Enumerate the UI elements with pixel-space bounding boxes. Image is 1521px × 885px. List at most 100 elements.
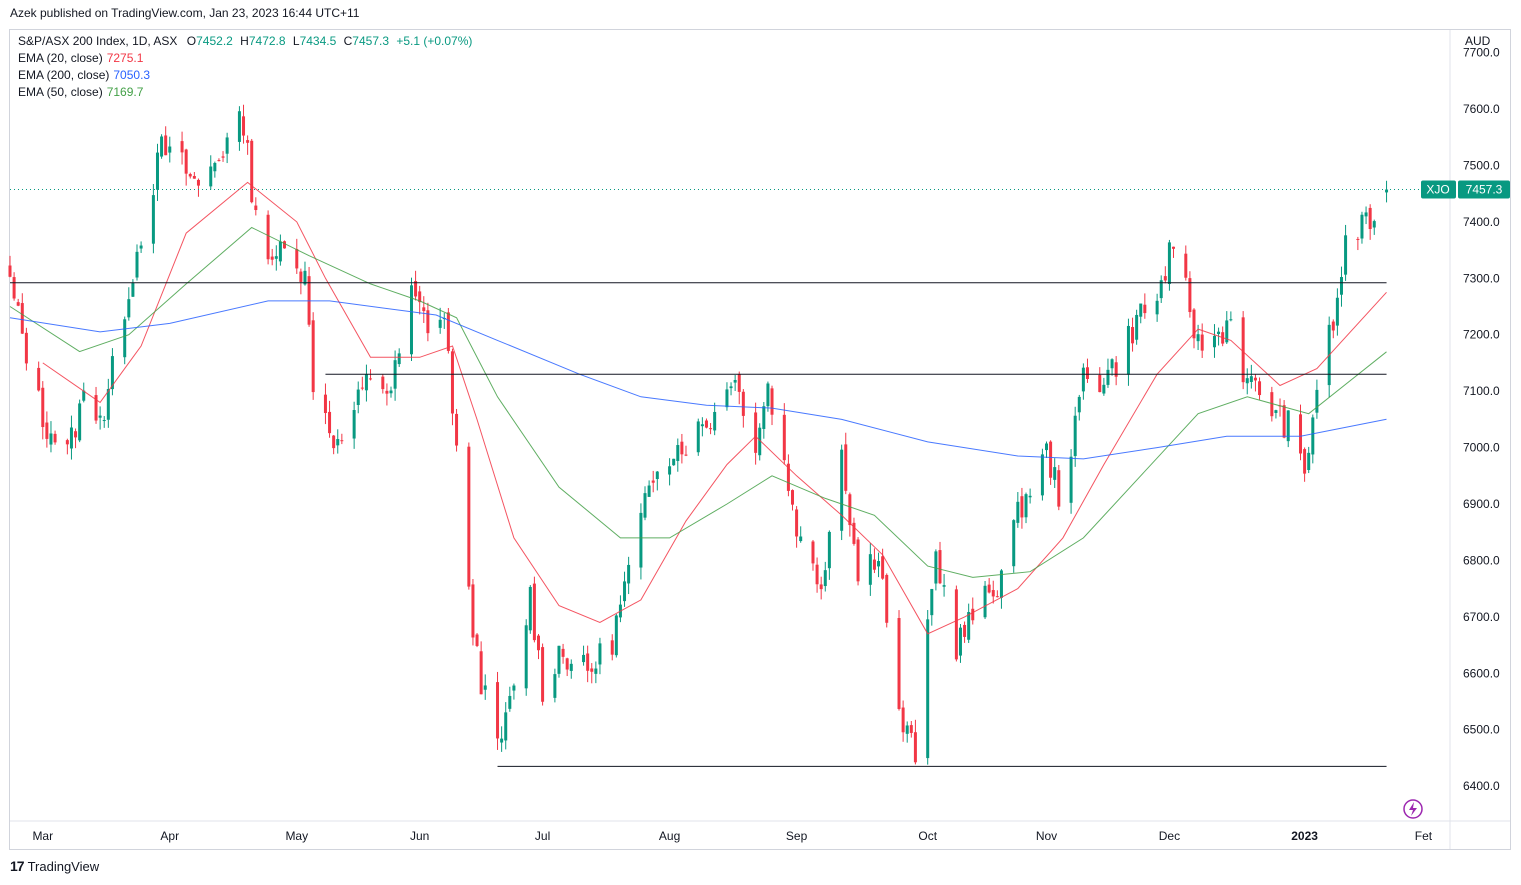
y-tick-label: 7500.0 [1463,158,1500,172]
candle-body [766,383,770,407]
candle-body [623,581,627,602]
candle-body [221,156,225,158]
candle-body [840,449,844,531]
candle-body [1299,414,1303,454]
candle-body [106,389,110,420]
candle-body [250,140,254,203]
candle-body [1307,452,1311,471]
candle-body [909,725,913,733]
candle-body [352,410,356,439]
high-value: 7472.8 [248,34,286,48]
x-tick-label: 2023 [1291,829,1318,843]
ohlc-row[interactable]: S&P/ASX 200 Index, 1D, ASX O7452.2 H7472… [18,33,472,50]
candle-body [532,583,536,641]
y-tick-label: 7100.0 [1463,384,1500,398]
candle-body [704,420,708,428]
high-label: H [240,34,249,48]
ema20-value: 7275.1 [106,51,144,65]
candle-body [848,494,852,526]
x-tick-label: Sep [786,829,808,843]
candle-body [446,312,450,351]
candle-body [1196,334,1200,342]
candle-body [561,648,565,657]
publisher-line: Azek published on TradingView.com, Jan 2… [10,6,360,20]
candle-body [655,471,659,480]
ema-line [9,300,1387,460]
candle-body [164,135,168,156]
candle-body [680,441,684,455]
candle-body [569,663,573,671]
candle-body [1229,319,1233,321]
candle-body [991,590,995,597]
candle-body [24,332,28,364]
candle-body [389,390,393,394]
y-tick-label: 6400.0 [1463,779,1500,793]
candle-body [139,245,143,249]
candle-body [303,270,307,285]
candle-body [94,395,98,421]
candle-body [1172,246,1176,249]
candle-body [299,271,303,282]
candle-body [668,466,672,475]
candle-body [1012,520,1016,567]
candle-body [795,509,799,537]
candle-body [45,422,49,439]
candle-body [397,353,401,365]
candle-body [1356,238,1360,240]
candle-body [16,302,20,306]
candle-body [1167,242,1171,285]
candle-body [1045,443,1049,451]
candle-body [1053,467,1057,480]
candle-body [819,584,823,590]
candle-body [553,674,557,698]
legend-ema20[interactable]: EMA (20, close) 7275.1 [18,50,472,67]
candle-body [1020,496,1024,518]
candle-body [274,256,278,259]
candle-body [209,166,213,187]
candle-body [364,374,368,391]
candle-body [1270,392,1274,417]
candle-body [1315,389,1319,413]
candle-body [328,411,332,434]
candle-body [791,490,795,505]
candle-body [282,241,286,249]
low-value: 7434.5 [299,34,337,48]
candle-body [237,111,241,142]
x-tick-label: Apr [160,829,179,843]
candle-body [725,389,729,408]
candle-body [385,390,389,394]
candle-body [700,424,704,427]
candle-body [758,427,762,456]
candle-body [414,281,418,297]
candle-body [184,149,188,174]
candle-body [360,387,364,389]
candle-body [852,522,856,544]
x-tick-label: Nov [1036,829,1057,843]
candle-body [1200,334,1204,351]
candle-body [496,682,500,739]
candle-body [614,615,618,656]
candle-body [1114,362,1118,377]
candle-body [1139,303,1143,317]
candle-body [885,574,889,623]
candle-body [598,643,602,665]
candle-body [123,319,127,358]
symbol-name: S&P/ASX 200 Index, 1D, ASX [18,34,178,48]
legend-ema50[interactable]: EMA (50, close) 7169.7 [18,84,472,101]
close-label: C [343,34,353,48]
candle-body [1217,331,1221,335]
candle-body [1155,300,1159,315]
candle-body [610,640,614,655]
candle-body [225,137,229,154]
candle-body [958,627,962,656]
candle-body [856,539,860,582]
x-tick-label: Mar [32,829,53,843]
x-tick-label: Fet [1415,829,1433,843]
candle-body [594,668,598,674]
legend-ema200[interactable]: EMA (200, close) 7050.3 [18,67,472,84]
candle-body [160,136,164,157]
candle-body [1131,327,1135,344]
candle-body [733,379,737,383]
tradingview-logo[interactable]: 17 TradingView [10,858,99,874]
